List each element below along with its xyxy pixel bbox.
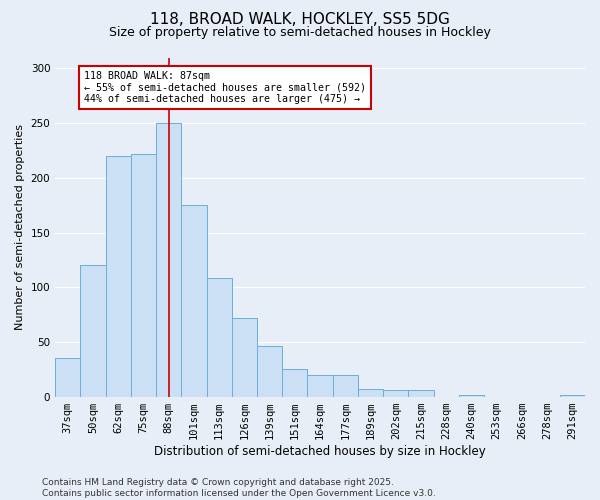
Bar [206, 278, 232, 396]
Bar [80, 266, 106, 396]
Bar [156, 123, 181, 396]
Bar [409, 390, 434, 396]
Bar [181, 205, 206, 396]
Bar [106, 156, 131, 396]
Bar [232, 318, 257, 396]
Bar [332, 374, 358, 396]
Y-axis label: Number of semi-detached properties: Number of semi-detached properties [15, 124, 25, 330]
Bar [131, 154, 156, 396]
Text: Size of property relative to semi-detached houses in Hockley: Size of property relative to semi-detach… [109, 26, 491, 39]
X-axis label: Distribution of semi-detached houses by size in Hockley: Distribution of semi-detached houses by … [154, 444, 486, 458]
Bar [282, 369, 307, 396]
Bar [358, 389, 383, 396]
Text: 118, BROAD WALK, HOCKLEY, SS5 5DG: 118, BROAD WALK, HOCKLEY, SS5 5DG [150, 12, 450, 28]
Bar [383, 390, 409, 396]
Bar [55, 358, 80, 397]
Text: Contains HM Land Registry data © Crown copyright and database right 2025.
Contai: Contains HM Land Registry data © Crown c… [42, 478, 436, 498]
Bar [257, 346, 282, 397]
Text: 118 BROAD WALK: 87sqm
← 55% of semi-detached houses are smaller (592)
44% of sem: 118 BROAD WALK: 87sqm ← 55% of semi-deta… [84, 70, 366, 104]
Bar [307, 374, 332, 396]
